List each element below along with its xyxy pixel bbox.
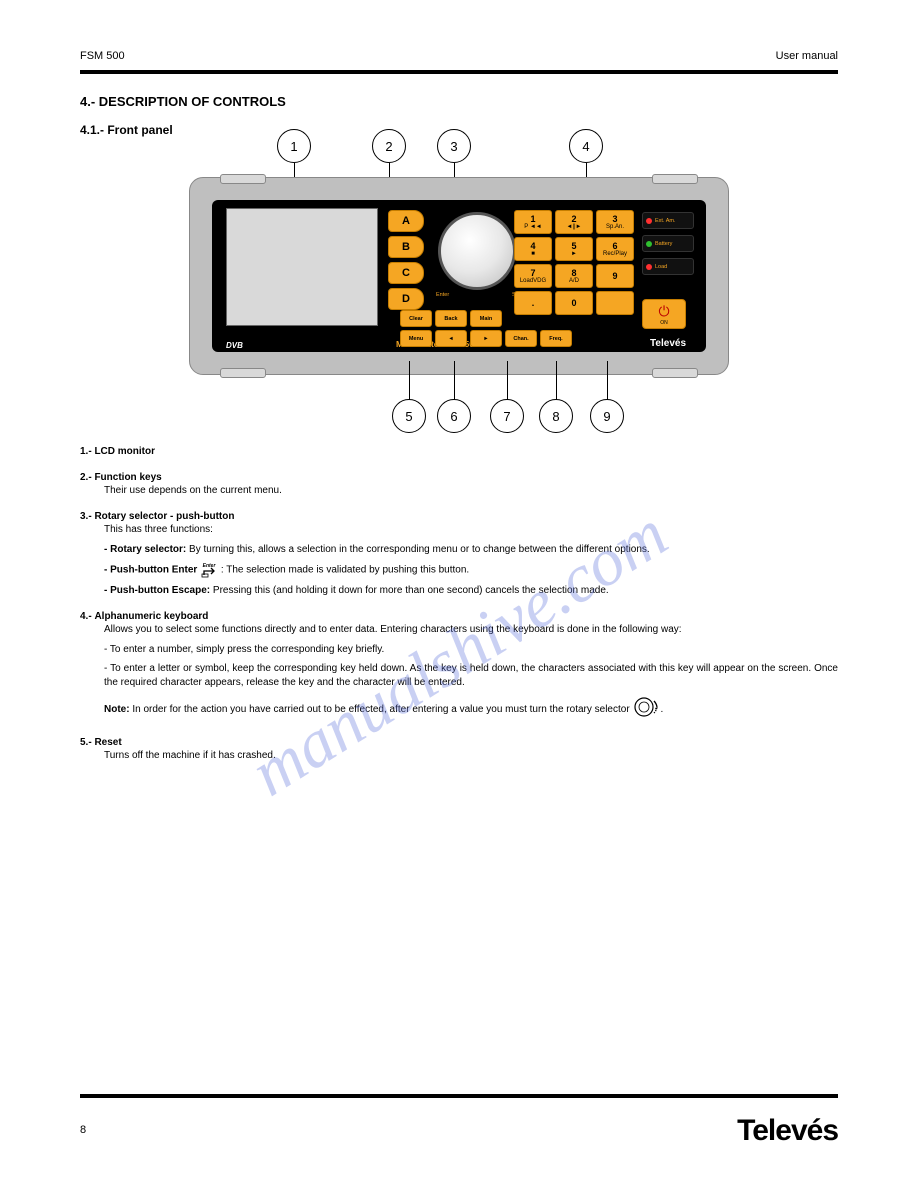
led-battery: Battery [642, 235, 694, 252]
key-7[interactable]: 7LoadVDG [514, 264, 552, 288]
header-rule [80, 70, 838, 74]
callout-8: 8 [539, 399, 573, 433]
item-1: 1.- LCD monitor [80, 445, 838, 459]
header-right: User manual [776, 50, 838, 62]
btn-menu[interactable]: Menu [400, 330, 432, 347]
callout-7: 7 [490, 399, 524, 433]
key-9[interactable]: 9 [596, 264, 634, 288]
footer-rule [80, 1094, 838, 1098]
callout-5: 5 [392, 399, 426, 433]
item-2: 2.- Function keys Their use depends on t… [80, 471, 838, 498]
led-ext-am: Ext. Am. [642, 212, 694, 229]
btn-left[interactable]: ◄ [435, 330, 467, 347]
svg-text:Enter: Enter [203, 563, 217, 569]
btn-b[interactable]: B [388, 236, 424, 258]
item-5: 5.- Reset Turns off the machine if it ha… [80, 736, 838, 763]
btn-freq[interactable]: Freq. [540, 330, 572, 347]
btn-c[interactable]: C [388, 262, 424, 284]
callout-1: 1 [277, 129, 311, 163]
lcd-screen [226, 208, 378, 326]
btn-right[interactable]: ► [470, 330, 502, 347]
callout-3: 3 [437, 129, 471, 163]
footer-brand: Televés [737, 1114, 838, 1148]
device-brand: Televés [650, 338, 686, 349]
page-number: 8 [80, 1124, 86, 1136]
key-3[interactable]: 3Sp.An. [596, 210, 634, 234]
rotary-icon [632, 695, 660, 724]
status-leds: Ext. Am. Battery Load ⏻ON [642, 212, 694, 329]
key-6[interactable]: 6Rec/Play [596, 237, 634, 261]
device-panel: DVB Multimetter FSM 500 Televés A B C D … [189, 177, 729, 375]
key-1[interactable]: 1P ◄◄ [514, 210, 552, 234]
key-8[interactable]: 8A/D [555, 264, 593, 288]
key-0[interactable]: 0 [555, 291, 593, 315]
btn-a[interactable]: A [388, 210, 424, 232]
key-2[interactable]: 2◄||► [555, 210, 593, 234]
power-icon: ⏻ [658, 303, 669, 320]
callout-4: 4 [569, 129, 603, 163]
callout-2: 2 [372, 129, 406, 163]
key-dot[interactable]: . [514, 291, 552, 315]
header-left: FSM 500 [80, 50, 125, 62]
led-load: Load [642, 258, 694, 275]
control-row-2: Menu ◄ ► Chan. Freq. [400, 330, 572, 347]
dvb-label: DVB [226, 341, 243, 350]
key-blank[interactable] [596, 291, 634, 315]
btn-back[interactable]: Back [435, 310, 467, 327]
key-4[interactable]: 4■ [514, 237, 552, 261]
faceplate: DVB Multimetter FSM 500 Televés A B C D … [212, 200, 706, 352]
btn-d[interactable]: D [388, 288, 424, 310]
front-panel-diagram: 1 2 3 4 DVB Multimetter FSM 500 Televés … [189, 177, 729, 375]
numeric-keypad: 1P ◄◄ 2◄||► 3Sp.An. 4■ 5► 6Rec/Play 7Loa… [514, 210, 634, 315]
rotary-label-enter: Enter [436, 292, 449, 298]
btn-chan[interactable]: Chan. [505, 330, 537, 347]
page-header: FSM 500 User manual [80, 50, 838, 62]
control-row-1: Clear Back Main [400, 310, 502, 327]
key-5[interactable]: 5► [555, 237, 593, 261]
callout-9: 9 [590, 399, 624, 433]
section-4-title: 4.- DESCRIPTION OF CONTROLS [80, 94, 838, 109]
function-keys: A B C D [388, 210, 424, 310]
callout-6: 6 [437, 399, 471, 433]
item-4: 4.- Alphanumeric keyboard Allows you to … [80, 610, 838, 724]
enter-icon: Enter [200, 562, 218, 578]
btn-clear[interactable]: Clear [400, 310, 432, 327]
power-button[interactable]: ⏻ON [642, 299, 686, 329]
rotary-selector[interactable] [438, 212, 516, 290]
item-3: 3.- Rotary selector - push-button This h… [80, 510, 838, 598]
btn-main[interactable]: Main [470, 310, 502, 327]
